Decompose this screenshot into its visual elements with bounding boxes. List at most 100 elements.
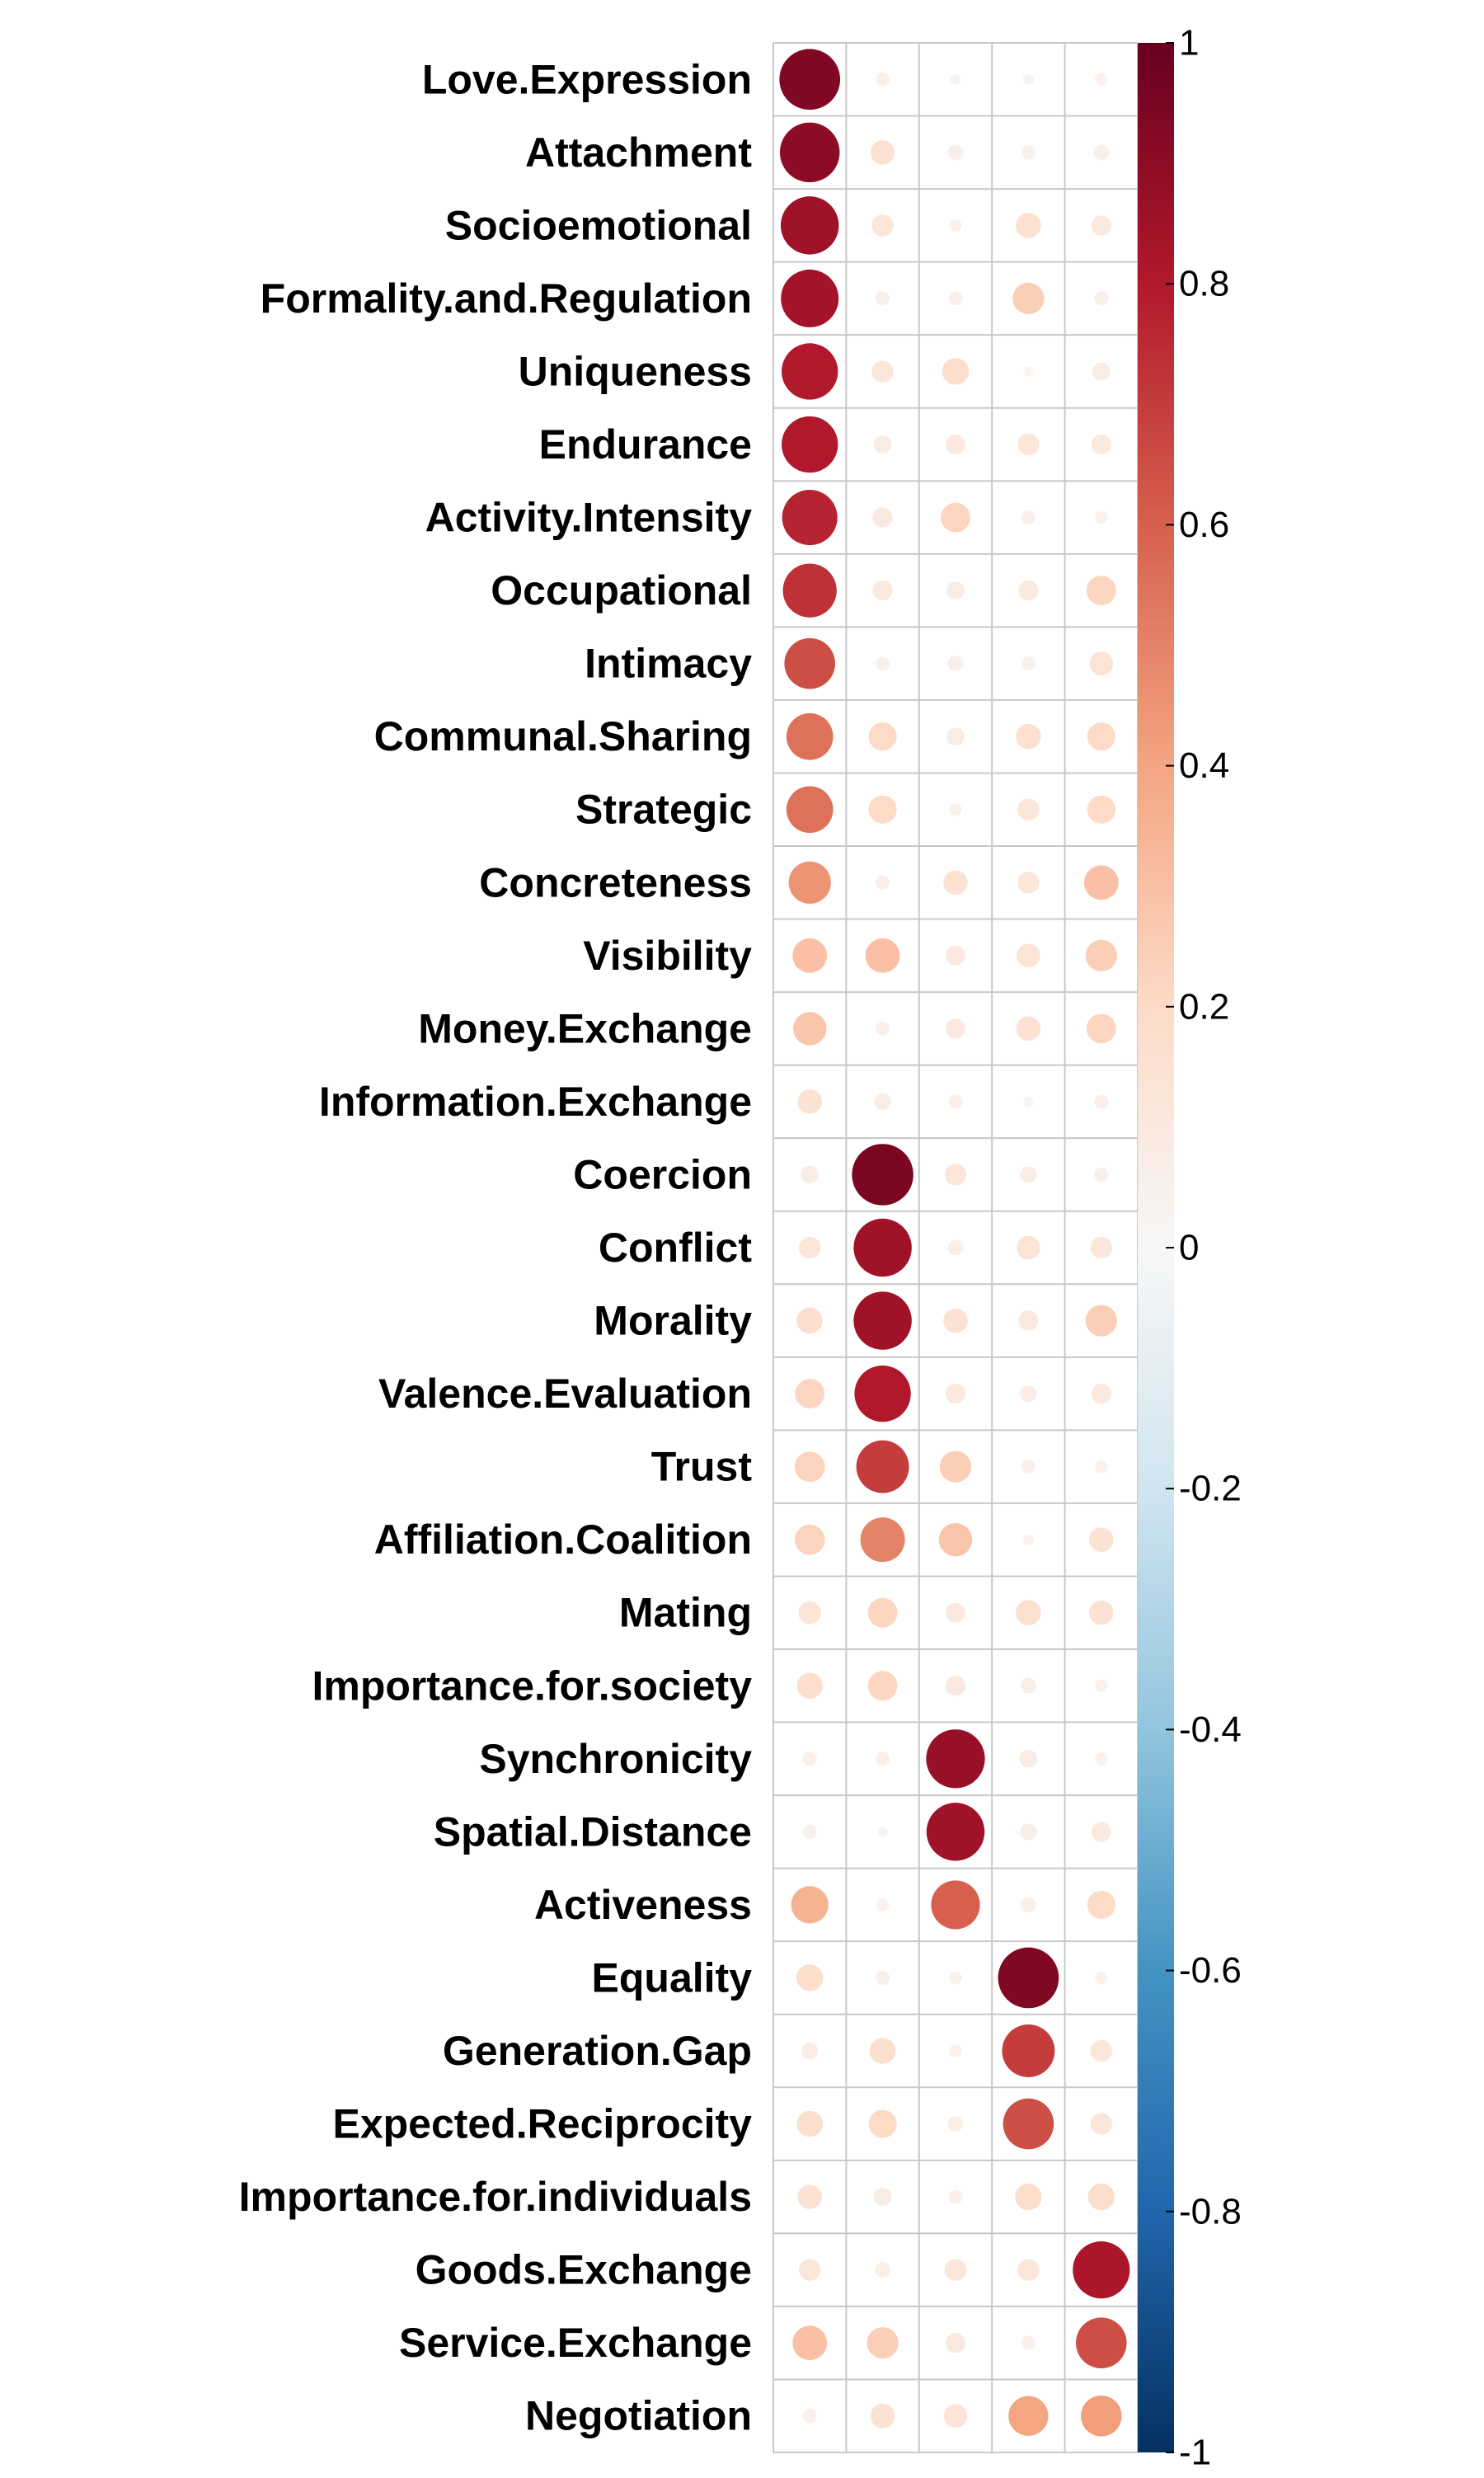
correlation-circle <box>876 1752 890 1766</box>
correlation-circle <box>852 1144 913 1206</box>
correlation-circle <box>944 1164 967 1186</box>
row-label: Money.Exchange <box>418 1005 752 1051</box>
correlation-circle <box>1021 1897 1036 1913</box>
row-label: Activity.Intensity <box>425 495 753 541</box>
correlation-circle <box>1022 1534 1035 1545</box>
correlation-circle <box>796 1964 824 1991</box>
correlation-circle <box>1083 865 1119 900</box>
correlation-circle <box>1095 1752 1108 1766</box>
correlation-circle <box>798 2259 821 2281</box>
correlation-circle <box>876 656 890 671</box>
row-label: Valence.Evaluation <box>378 1371 752 1417</box>
correlation-circle <box>1016 723 1041 750</box>
row-label: Information.Exchange <box>319 1079 752 1125</box>
correlation-circle <box>942 358 970 385</box>
correlation-circle <box>795 1379 825 1409</box>
correlation-circle <box>1094 1094 1109 1109</box>
correlation-circle <box>802 2409 817 2424</box>
correlation-circle <box>1021 656 1036 671</box>
correlation-circle <box>791 1886 829 1924</box>
row-label: Service.Exchange <box>399 2320 752 2366</box>
correlation-circle <box>853 1218 912 1277</box>
correlation-circle <box>786 786 834 834</box>
correlation-circle <box>1017 943 1040 968</box>
correlation-circle <box>1020 1823 1037 1841</box>
row-label: Concreteness <box>479 859 752 905</box>
row-label: Intimacy <box>585 641 752 687</box>
correlation-circle <box>1017 1235 1040 1260</box>
correlation-circle <box>784 637 835 689</box>
correlation-circle <box>1016 1600 1041 1626</box>
correlation-circle <box>1085 939 1117 971</box>
correlation-circle <box>782 563 837 618</box>
correlation-circle <box>939 1451 972 1483</box>
correlation-circle <box>1087 2183 1115 2211</box>
row-label: Love.Expression <box>422 56 752 102</box>
correlation-circle <box>1017 872 1040 894</box>
correlation-circle <box>1015 2183 1042 2211</box>
correlation-circle <box>780 196 839 255</box>
row-label: Uniqueness <box>519 348 752 394</box>
correlation-circle <box>941 502 970 533</box>
correlation-circle <box>947 1239 964 1256</box>
correlation-circle <box>870 2403 895 2429</box>
correlation-circle <box>1021 145 1036 160</box>
correlation-circle <box>1091 1822 1111 1842</box>
correlation-circle <box>802 1752 817 1766</box>
correlation-circle <box>875 2262 890 2278</box>
correlation-circle <box>1092 362 1111 381</box>
correlation-circle <box>796 2110 823 2137</box>
correlation-circle <box>945 1602 966 1623</box>
colorbar-tick-label: 0.8 <box>1179 264 1229 304</box>
correlation-circle <box>792 938 828 973</box>
correlation-circle <box>1089 1527 1114 1552</box>
correlation-circle <box>1090 2039 1113 2062</box>
correlation-circle <box>1018 581 1039 601</box>
correlation-circle <box>1021 510 1036 525</box>
correlation-circle <box>782 490 838 546</box>
correlation-circle <box>865 938 900 973</box>
correlation-circle <box>1085 1305 1117 1337</box>
correlation-circle <box>1008 2396 1049 2436</box>
row-label: Trust <box>651 1444 753 1490</box>
correlation-circle <box>782 343 838 400</box>
correlation-circle <box>786 712 834 760</box>
correlation-circle <box>1086 576 1116 606</box>
row-label: Mating <box>619 1590 752 1636</box>
correlation-circle <box>1091 434 1111 455</box>
correlation-circle <box>1023 1096 1034 1107</box>
colorbar-tick-label: 0.2 <box>1179 986 1229 1027</box>
correlation-circle <box>794 1524 825 1555</box>
correlation-circle <box>946 581 965 600</box>
correlation-circle <box>1087 722 1115 751</box>
correlation-circle <box>1002 2024 1055 2077</box>
correlation-circle <box>1090 1236 1113 1259</box>
row-label: Synchronicity <box>479 1736 752 1782</box>
correlation-circle <box>798 1236 821 1259</box>
correlation-circle <box>926 1803 985 1861</box>
correlation-circle <box>949 803 962 816</box>
row-label: Generation.Gap <box>443 2028 752 2074</box>
correlation-circle <box>1087 795 1115 824</box>
correlation-circle <box>998 1947 1059 2009</box>
correlation-circle <box>1016 213 1041 238</box>
correlation-circle <box>1087 1890 1115 1919</box>
correlation-circle <box>1073 2241 1130 2299</box>
correlation-circle <box>931 1880 980 1930</box>
correlation-circle <box>949 1971 962 1985</box>
correlation-circle <box>873 2188 892 2206</box>
correlation-circle <box>1095 73 1108 86</box>
row-label: Expected.Reciprocity <box>332 2101 752 2147</box>
row-label: Importance.for.society <box>312 1662 753 1709</box>
correlation-circle <box>1021 1460 1036 1474</box>
correlation-circle <box>1094 291 1109 306</box>
correlation-circle <box>1089 651 1114 675</box>
correlation-circle <box>1018 1310 1039 1331</box>
correlation-circle <box>1076 2317 1127 2368</box>
correlation-circle <box>945 2333 966 2353</box>
row-label: Strategic <box>575 787 752 833</box>
correlation-circle <box>860 1517 905 1563</box>
correlation-circle <box>801 1165 819 1184</box>
correlation-circle <box>870 140 895 165</box>
